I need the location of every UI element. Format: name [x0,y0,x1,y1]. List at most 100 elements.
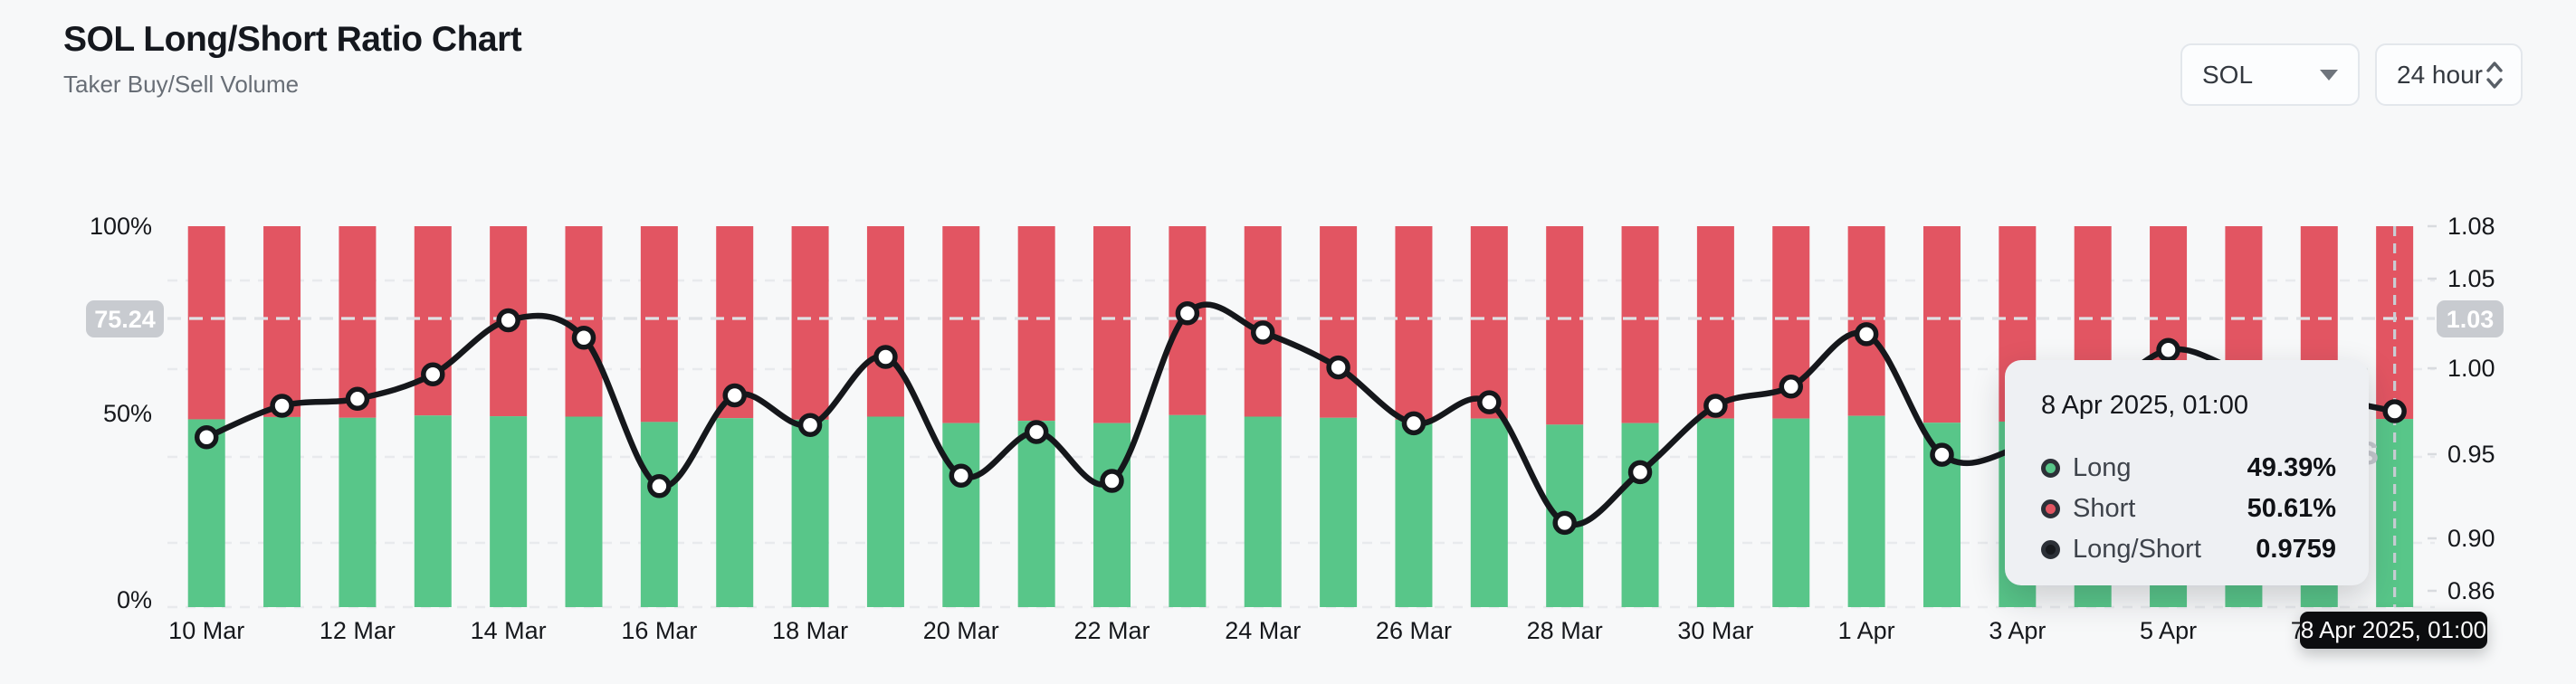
short-bar [339,226,377,418]
x-axis-label: 18 Mar [772,617,848,644]
short-bar [414,226,452,416]
chevron-up-down-icon [2486,61,2503,89]
long-bar [1470,418,1508,607]
line-marker [1401,411,1426,436]
short-bar [942,226,980,423]
ratio-marker-icon [2041,540,2060,559]
long-bar [187,419,225,607]
line-marker [1930,442,1954,467]
line-marker [1703,394,1728,418]
chart-controls: SOL 24 hour [2180,43,2523,106]
tooltip-long-value: 49.39% [2247,453,2336,482]
page-subtitle: Taker Buy/Sell Volume [63,71,300,98]
interval-select-value: 24 hour [2397,60,2483,89]
short-bar [1922,226,1961,423]
x-axis-label: 1 Apr [1838,617,1895,644]
line-marker [1175,300,1200,326]
tooltip-row-long: Long 49.39% [2041,448,2336,489]
right-axis-tick: 0.95 [2447,441,2495,468]
short-marker-icon [2041,499,2060,518]
line-marker [797,413,823,438]
tooltip-row-ratio: Long/Short 0.9759 [2041,529,2336,570]
tooltip-ratio-value: 0.9759 [2256,535,2336,564]
long-bar [942,423,980,607]
line-marker [2156,337,2180,363]
long-bar [1169,414,1207,607]
x-axis-label: 14 Mar [471,617,547,644]
x-axis-label: 12 Mar [320,617,396,644]
line-marker [1024,420,1049,444]
line-marker [345,386,370,412]
short-bar [1470,226,1508,419]
long-bar [866,416,904,607]
chart-header: SOL Long/Short Ratio Chart Taker Buy/Sel… [63,20,522,99]
long-marker-icon [2041,459,2060,478]
long-bar [263,416,301,607]
line-marker [1779,375,1804,399]
short-bar [187,226,225,420]
short-bar [866,226,904,417]
short-bar [1093,226,1131,423]
long-bar [1847,415,1885,607]
short-bar [640,226,678,423]
long-bar [716,418,754,607]
left-axis-tick: 50% [103,400,152,427]
right-axis-tick: 0.90 [2447,525,2495,552]
long-bar [1395,419,1433,607]
long-bar [640,422,678,607]
x-axis-label: 16 Mar [621,617,697,644]
short-bar [1320,226,1358,418]
short-bar [1847,226,1885,416]
page-title: SOL Long/Short Ratio Chart [63,20,522,59]
short-bar [1395,226,1433,420]
long-bar [1244,416,1282,607]
long-bar [1772,418,1810,607]
line-marker [949,463,974,488]
long-bar [565,416,603,607]
short-bar [1621,226,1659,423]
right-axis-tick: 1.08 [2447,213,2495,240]
line-marker [873,345,898,369]
tooltip-long-label: Long [2073,453,2132,482]
x-axis-label: 20 Mar [923,617,999,644]
short-bar [791,226,829,420]
long-bar [414,415,452,607]
long-bar [1696,418,1734,607]
left-axis-tick: 0% [117,586,152,613]
long-bar [1093,423,1131,607]
tooltip-short-value: 50.61% [2247,494,2336,523]
long-bar [791,419,829,607]
right-axis-tick: 1.05 [2447,265,2495,292]
x-axis-label: 5 Apr [2140,617,2197,644]
short-bar [1546,226,1584,425]
long-bar [1621,423,1659,607]
line-marker [2382,399,2407,423]
line-marker [1326,355,1350,380]
x-axis-label: 28 Mar [1527,617,1603,644]
long-bar [339,417,377,607]
line-marker [1250,320,1275,345]
long-bar [1320,417,1358,607]
crosshair-date-pill: 8 Apr 2025, 01:00 [2300,612,2487,649]
tooltip-short-label: Short [2073,494,2136,523]
short-bar [565,226,603,417]
long-bar [490,416,528,607]
line-marker [571,326,596,350]
line-marker [1552,510,1577,536]
right-axis-badge [2437,300,2504,337]
line-marker [1627,460,1653,485]
tooltip-date: 8 Apr 2025, 01:00 [2041,391,2248,420]
x-axis-label: 3 Apr [1989,617,2046,644]
left-axis-badge-value: 75.24 [94,306,156,333]
line-marker [1100,469,1124,493]
line-marker [421,362,445,387]
interval-select[interactable]: 24 hour [2375,43,2523,106]
line-marker [496,308,520,333]
x-axis-label: 10 Mar [168,617,244,644]
x-axis-label: 26 Mar [1376,617,1452,644]
x-axis-label: 30 Mar [1677,617,1753,644]
line-marker [722,383,747,408]
coin-select-value: SOL [2202,60,2254,89]
coin-select[interactable]: SOL [2180,43,2360,106]
left-axis-badge [86,300,164,337]
